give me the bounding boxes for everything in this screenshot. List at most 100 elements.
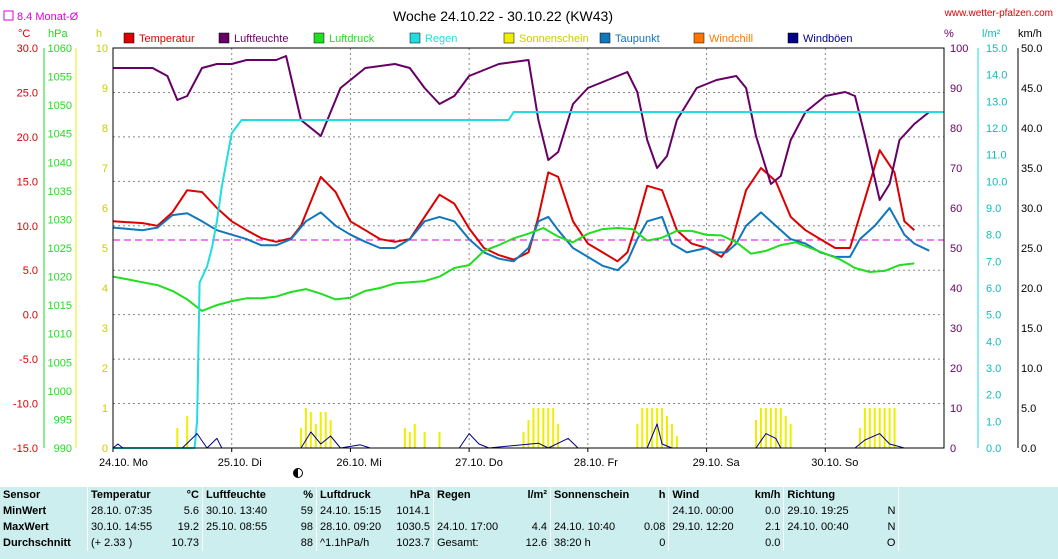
sunshine-bar bbox=[522, 432, 525, 448]
tick-label-rain: 4.0 bbox=[986, 336, 1001, 348]
tick-label-sunshine: 6 bbox=[102, 203, 108, 215]
x-tick-label: 30.10. So bbox=[811, 457, 858, 469]
stats-cell: 29.10. 19:25 bbox=[783, 503, 871, 519]
plot-frame bbox=[112, 47, 945, 449]
tick-label-sunshine: 9 bbox=[102, 83, 108, 95]
tick-label-rain: 14.0 bbox=[986, 70, 1007, 82]
sunshine-bar bbox=[858, 428, 861, 448]
website-link[interactable]: www.wetter-pfalzen.com bbox=[944, 8, 1053, 19]
x-tick-label: 28.10. Fr bbox=[574, 457, 618, 469]
unit-label-wind: km/h bbox=[1018, 28, 1042, 40]
tick-label-temp: 20.0 bbox=[17, 132, 38, 144]
tick-label-humidity: 80 bbox=[950, 123, 962, 135]
tick-label-pressure: 1005 bbox=[48, 357, 72, 369]
tick-label-wind: 35.0 bbox=[1021, 163, 1042, 175]
legend-label-windchill: Windchill bbox=[709, 33, 753, 45]
tick-label-wind: 30.0 bbox=[1021, 203, 1042, 215]
stats-header-sensor: Sensor bbox=[3, 489, 41, 501]
tick-label-humidity: 50 bbox=[950, 243, 962, 255]
stats-cell: 1014.1 bbox=[396, 505, 430, 517]
sunshine-bar bbox=[759, 408, 762, 448]
stats-cell: ^1.1hPa/h bbox=[316, 535, 391, 551]
tick-label-temp: 15.0 bbox=[17, 176, 38, 188]
tick-label-rain: 7.0 bbox=[986, 256, 1001, 268]
sunshine-bar bbox=[883, 408, 886, 448]
tick-label-temp: 5.0 bbox=[23, 265, 38, 277]
series-line-dew bbox=[112, 207, 930, 272]
statistics-panel: Sensor Temperatur °C Luftfeuchte % Luftd… bbox=[0, 487, 1058, 559]
tick-label-temp: -10.0 bbox=[13, 399, 38, 411]
stats-cell: 0.0 bbox=[765, 505, 781, 517]
sunshine-bar bbox=[764, 408, 767, 448]
sunshine-bar bbox=[413, 424, 416, 448]
tick-label-temp: -15.0 bbox=[13, 443, 38, 455]
legend-swatch-dew bbox=[599, 32, 611, 44]
tick-label-humidity: 100 bbox=[950, 43, 968, 55]
legend-swatch-rain bbox=[409, 32, 421, 44]
series-line-press bbox=[112, 227, 915, 312]
tick-label-temp: 25.0 bbox=[17, 87, 38, 99]
sunshine-bar bbox=[651, 408, 654, 448]
tick-label-pressure: 1010 bbox=[48, 329, 72, 341]
legend-swatch-hum bbox=[218, 32, 230, 44]
tick-label-pressure: 1055 bbox=[48, 72, 72, 84]
unit-label-humidity: % bbox=[944, 28, 954, 40]
tick-label-wind: 20.0 bbox=[1021, 283, 1042, 295]
stats-header-temp-unit: °C bbox=[186, 489, 199, 501]
stats-filler bbox=[898, 503, 1036, 519]
stats-cell: 24.10. 00:00 bbox=[668, 503, 742, 519]
stats-cell: 29.10. 12:20 bbox=[668, 519, 742, 535]
tick-label-pressure: 995 bbox=[54, 414, 72, 426]
tick-label-sunshine: 8 bbox=[102, 123, 108, 135]
stats-cell: MinWert bbox=[3, 505, 47, 517]
stats-cell bbox=[202, 535, 286, 551]
tick-label-humidity: 90 bbox=[950, 83, 962, 95]
tick-label-wind: 10.0 bbox=[1021, 363, 1042, 375]
tick-label-pressure: 990 bbox=[54, 443, 72, 455]
sunshine-bar bbox=[784, 416, 787, 448]
stats-cell: 1023.7 bbox=[396, 537, 430, 549]
legend-label-temp: Temperatur bbox=[139, 33, 195, 45]
stats-cell bbox=[550, 503, 641, 519]
sunshine-bar bbox=[666, 416, 668, 448]
sunshine-bar bbox=[641, 408, 644, 448]
tick-label-wind: 40.0 bbox=[1021, 123, 1042, 135]
tick-label-rain: 0.0 bbox=[986, 443, 1001, 455]
left-axes: 30.0 25.0 20.0 15.0 10.0 5.0 0.0 -5.0 -10.0 -15.0… bbox=[13, 43, 108, 455]
stats-cell: 28.10. 09:20 bbox=[316, 519, 391, 535]
sunshine-bar bbox=[309, 412, 312, 448]
stats-cell: O bbox=[886, 537, 896, 549]
sunshine-bar bbox=[176, 428, 179, 448]
stats-header-dir-unit bbox=[870, 487, 899, 503]
stats-cell bbox=[668, 535, 742, 551]
stats-cell: (+ 2.33 ) bbox=[87, 535, 159, 551]
stats-header-wind: Wind bbox=[668, 487, 742, 503]
stats-header-filler bbox=[898, 487, 1036, 503]
tick-label-sunshine: 0 bbox=[102, 443, 108, 455]
stats-header-press-unit: hPa bbox=[409, 489, 430, 501]
tick-label-sunshine: 3 bbox=[102, 323, 108, 335]
stats-cell: 38:20 h bbox=[550, 535, 641, 551]
stats-cell: 19.2 bbox=[177, 521, 199, 533]
tick-label-sunshine: 1 bbox=[102, 403, 108, 415]
tick-label-humidity: 20 bbox=[950, 363, 962, 375]
tick-label-wind: 50.0 bbox=[1021, 43, 1042, 55]
stats-cell bbox=[641, 503, 669, 519]
tick-label-humidity: 70 bbox=[950, 163, 962, 175]
tick-label-wind: 15.0 bbox=[1021, 323, 1042, 335]
unit-label-sunshine: h bbox=[96, 28, 102, 40]
weather-chart: Woche 24.10.22 - 30.10.22 (KW43) www.wet… bbox=[3, 8, 1053, 478]
sunshine-bar bbox=[675, 436, 678, 448]
stats-cell: N bbox=[887, 505, 896, 517]
tick-label-humidity: 60 bbox=[950, 203, 962, 215]
series-lines bbox=[112, 55, 944, 449]
stats-cell: 25.10. 08:55 bbox=[202, 519, 286, 535]
legend-swatch-press bbox=[313, 32, 325, 44]
stats-header-wind-unit: km/h bbox=[754, 489, 781, 501]
stats-cell: 98 bbox=[300, 521, 313, 533]
x-tick-label: 24.10. Mo bbox=[99, 457, 148, 469]
sunshine-bars bbox=[176, 408, 896, 448]
tick-label-temp: 10.0 bbox=[17, 221, 38, 233]
tick-label-rain: 2.0 bbox=[986, 390, 1001, 402]
sunshine-bar bbox=[863, 408, 866, 448]
